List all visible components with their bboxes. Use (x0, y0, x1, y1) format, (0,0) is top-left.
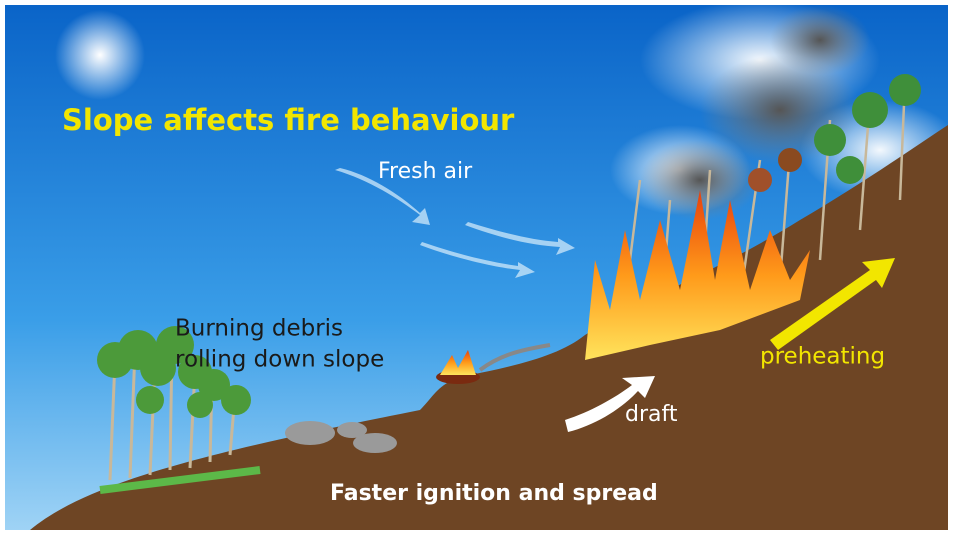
bottom-caption: Faster ignition and spread (330, 481, 658, 506)
sun (55, 10, 145, 100)
draft-label: draft (625, 402, 678, 427)
debris-label: Burning debris (175, 316, 343, 342)
slope-fire-diagram: Slope affects fire behaviour Fresh air B… (0, 0, 953, 534)
title: Slope affects fire behaviour (62, 103, 515, 137)
preheating-label: preheating (760, 344, 885, 370)
debris-label: rolling down slope (175, 347, 384, 373)
fresh-air-label: Fresh air (378, 159, 473, 184)
